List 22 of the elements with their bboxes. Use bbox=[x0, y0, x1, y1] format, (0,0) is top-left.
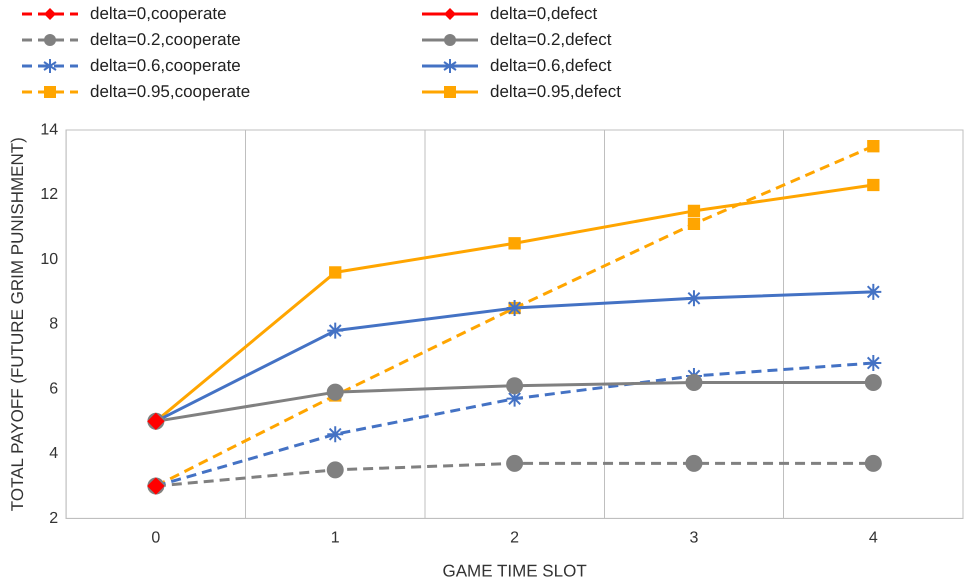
legend-label: delta=0.6,cooperate bbox=[90, 56, 241, 76]
y-tick-label: 4 bbox=[49, 445, 58, 462]
x-tick-label: 4 bbox=[868, 529, 878, 546]
legend-label: delta=0.95,defect bbox=[490, 82, 621, 102]
legend-label: delta=0.95,cooperate bbox=[90, 82, 250, 102]
legend-label: delta=0,defect bbox=[490, 4, 598, 24]
x-tick-label: 2 bbox=[510, 529, 520, 546]
legend-label: delta=0.2,defect bbox=[490, 30, 612, 50]
x-tick-label: 0 bbox=[151, 529, 160, 546]
x-tick-label: 1 bbox=[330, 529, 340, 546]
y-tick-label: 12 bbox=[40, 186, 58, 204]
legend-label: delta=0.2,cooperate bbox=[90, 30, 241, 50]
y-tick-label: 2 bbox=[49, 510, 58, 527]
y-tick-label: 14 bbox=[40, 121, 58, 138]
y-axis-title: TOTAL PAYOFF (FUTURE GRIM PUNISHMENT) bbox=[8, 137, 27, 512]
legend-label: delta=0.6,defect bbox=[490, 56, 612, 76]
x-tick-label: 3 bbox=[690, 529, 699, 546]
x-axis-title: GAME TIME SLOT bbox=[442, 561, 587, 580]
y-tick-label: 6 bbox=[49, 380, 58, 398]
legend-label: delta=0,cooperate bbox=[90, 4, 227, 24]
y-tick-label: 10 bbox=[40, 250, 58, 268]
y-tick-label: 8 bbox=[49, 316, 58, 333]
